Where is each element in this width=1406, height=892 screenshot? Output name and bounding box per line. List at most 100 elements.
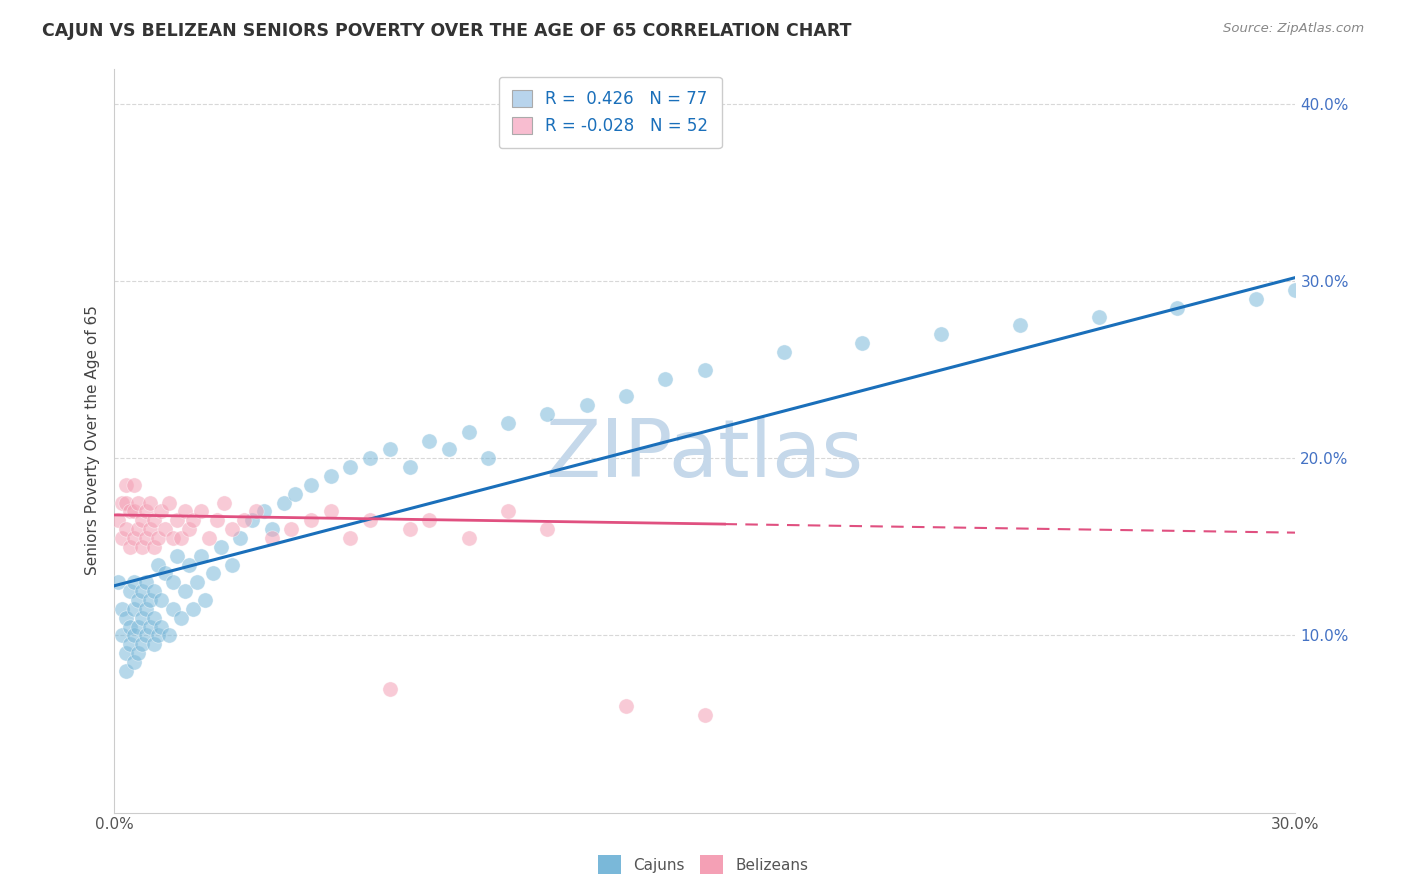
Point <box>299 513 322 527</box>
Point <box>418 513 440 527</box>
Point <box>457 425 479 439</box>
Point <box>131 513 153 527</box>
Point <box>115 495 138 509</box>
Point <box>299 478 322 492</box>
Point <box>107 575 129 590</box>
Point <box>772 345 794 359</box>
Point <box>229 531 252 545</box>
Point <box>162 575 184 590</box>
Point <box>115 610 138 624</box>
Point <box>240 513 263 527</box>
Point <box>177 558 200 572</box>
Point <box>157 495 180 509</box>
Point <box>496 416 519 430</box>
Point <box>457 531 479 545</box>
Point <box>319 504 342 518</box>
Point <box>118 637 141 651</box>
Point <box>260 531 283 545</box>
Point <box>135 531 157 545</box>
Point <box>273 495 295 509</box>
Point <box>851 336 873 351</box>
Point <box>209 540 232 554</box>
Point <box>111 495 134 509</box>
Point <box>131 540 153 554</box>
Point <box>614 389 637 403</box>
Point <box>115 646 138 660</box>
Point <box>190 549 212 563</box>
Point <box>111 531 134 545</box>
Point <box>131 637 153 651</box>
Point <box>186 575 208 590</box>
Point <box>150 504 173 518</box>
Point <box>122 602 145 616</box>
Text: CAJUN VS BELIZEAN SENIORS POVERTY OVER THE AGE OF 65 CORRELATION CHART: CAJUN VS BELIZEAN SENIORS POVERTY OVER T… <box>42 22 852 40</box>
Point <box>194 593 217 607</box>
Point <box>122 655 145 669</box>
Point <box>359 451 381 466</box>
Point <box>181 602 204 616</box>
Point <box>190 504 212 518</box>
Point <box>174 584 197 599</box>
Point <box>174 504 197 518</box>
Point <box>197 531 219 545</box>
Point <box>127 495 149 509</box>
Point <box>233 513 256 527</box>
Point <box>138 495 160 509</box>
Point <box>122 628 145 642</box>
Point <box>115 522 138 536</box>
Point <box>155 566 177 581</box>
Point <box>1087 310 1109 324</box>
Point <box>138 522 160 536</box>
Point <box>214 495 236 509</box>
Point <box>536 522 558 536</box>
Text: ZIPatlas: ZIPatlas <box>546 417 863 494</box>
Point <box>162 602 184 616</box>
Point <box>1166 301 1188 315</box>
Point <box>122 504 145 518</box>
Point <box>135 575 157 590</box>
Point <box>260 522 283 536</box>
Point <box>111 602 134 616</box>
Point <box>205 513 228 527</box>
Point <box>138 619 160 633</box>
Point <box>177 522 200 536</box>
Point <box>146 558 169 572</box>
Point <box>107 513 129 527</box>
Point <box>155 522 177 536</box>
Point <box>115 478 138 492</box>
Point <box>142 610 165 624</box>
Legend: Cajuns, Belizeans: Cajuns, Belizeans <box>592 849 814 880</box>
Point <box>398 460 420 475</box>
Point <box>135 504 157 518</box>
Point <box>437 442 460 457</box>
Point <box>157 628 180 642</box>
Point <box>339 531 361 545</box>
Point <box>115 664 138 678</box>
Point <box>319 469 342 483</box>
Point <box>127 522 149 536</box>
Point <box>111 628 134 642</box>
Point <box>150 593 173 607</box>
Point <box>142 584 165 599</box>
Point <box>122 575 145 590</box>
Point <box>284 486 307 500</box>
Point <box>614 699 637 714</box>
Point <box>693 362 716 376</box>
Point <box>118 584 141 599</box>
Point <box>142 513 165 527</box>
Point <box>221 558 243 572</box>
Point <box>131 610 153 624</box>
Point <box>654 371 676 385</box>
Point <box>536 407 558 421</box>
Point <box>135 628 157 642</box>
Point <box>166 549 188 563</box>
Point <box>170 610 193 624</box>
Point <box>253 504 276 518</box>
Point <box>221 522 243 536</box>
Point <box>398 522 420 536</box>
Point <box>181 513 204 527</box>
Point <box>339 460 361 475</box>
Point <box>378 442 401 457</box>
Point <box>1284 283 1306 297</box>
Point <box>693 708 716 723</box>
